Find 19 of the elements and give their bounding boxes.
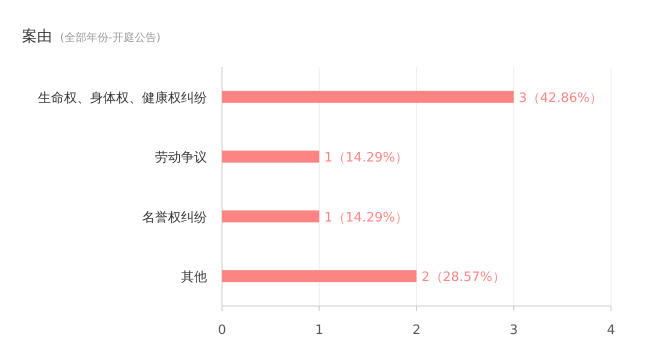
data-label: 3（42.86%） <box>518 90 603 106</box>
x-tick-label: 0 <box>218 323 226 338</box>
bar <box>222 210 320 222</box>
bar <box>222 150 320 163</box>
data-label: 2（28.57%） <box>422 270 506 286</box>
x-tick-label: 1 <box>315 323 324 338</box>
bar <box>222 270 416 282</box>
bar <box>222 90 514 103</box>
y-tick-label: 其他 <box>181 270 207 286</box>
y-tick-label: 劳动争议 <box>155 150 207 166</box>
x-tick-label: 4 <box>606 323 616 338</box>
text: 案由 <box>22 27 52 45</box>
y-tick-label: 名誉权纠纷 <box>142 210 207 226</box>
data-label: 1（14.29%） <box>324 150 408 166</box>
x-tick-label: 3 <box>510 323 518 338</box>
text: (全部年份-开庭公告) <box>60 31 161 44</box>
y-tick-label: 生命权、身体权、健康权纠纷 <box>38 90 207 106</box>
x-tick-label: 2 <box>412 323 421 338</box>
data-label: 1（14.29%） <box>324 210 408 226</box>
